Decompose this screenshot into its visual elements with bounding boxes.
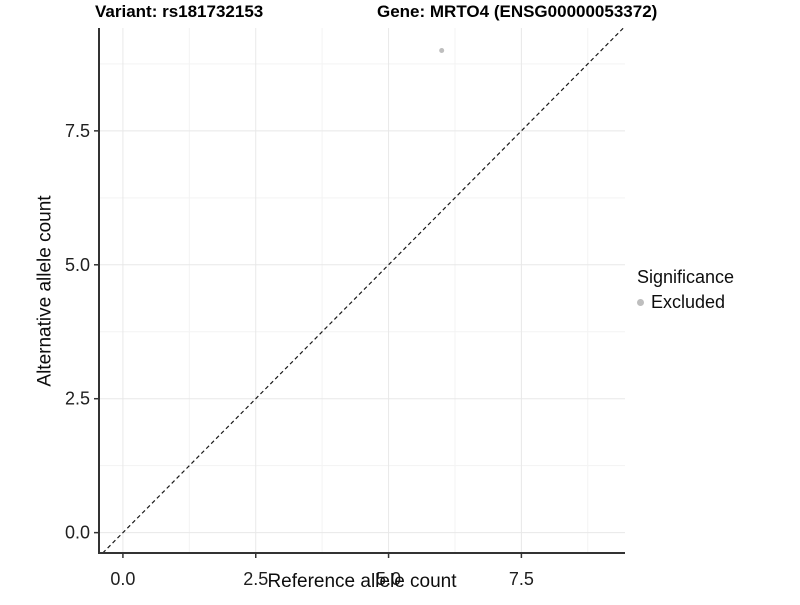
major-gridlines [99, 28, 625, 553]
series-excluded [439, 48, 445, 53]
minor-gridlines [99, 28, 625, 553]
legend-point-icon [637, 298, 644, 306]
data-point [439, 48, 445, 53]
legend: Significance Excluded [637, 266, 734, 313]
svg-text:7.5: 7.5 [65, 121, 90, 141]
axis-lines [98, 28, 625, 554]
legend-title: Significance [637, 267, 735, 287]
svg-text:5.0: 5.0 [65, 255, 90, 275]
svg-text:2.5: 2.5 [65, 389, 90, 409]
legend-item-excluded: Excluded [637, 291, 734, 313]
legend-item-label: Excluded [651, 292, 726, 312]
identity-line [102, 27, 624, 554]
y-axis-ticks: 0.0 2.5 5.0 7.5 [65, 121, 99, 543]
svg-text:2.5: 2.5 [243, 569, 268, 589]
x-axis-ticks: 0.0 2.5 5.0 7.5 [110, 553, 534, 589]
svg-text:0.0: 0.0 [65, 523, 90, 543]
gene-title: Gene: MRTO4 (ENSG00000053372) [377, 2, 658, 21]
svg-text:0.0: 0.0 [110, 569, 135, 589]
y-axis-label: Alternative allele count [34, 195, 56, 387]
variant-title: Variant: rs181732153 [95, 2, 264, 21]
svg-text:5.0: 5.0 [376, 569, 401, 589]
x-axis-label: Reference allele count [267, 571, 457, 592]
svg-text:7.5: 7.5 [509, 569, 534, 589]
